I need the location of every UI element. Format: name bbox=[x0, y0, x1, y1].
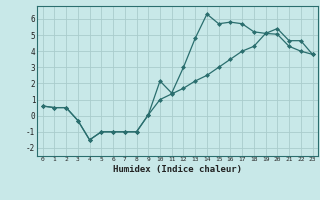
X-axis label: Humidex (Indice chaleur): Humidex (Indice chaleur) bbox=[113, 165, 242, 174]
